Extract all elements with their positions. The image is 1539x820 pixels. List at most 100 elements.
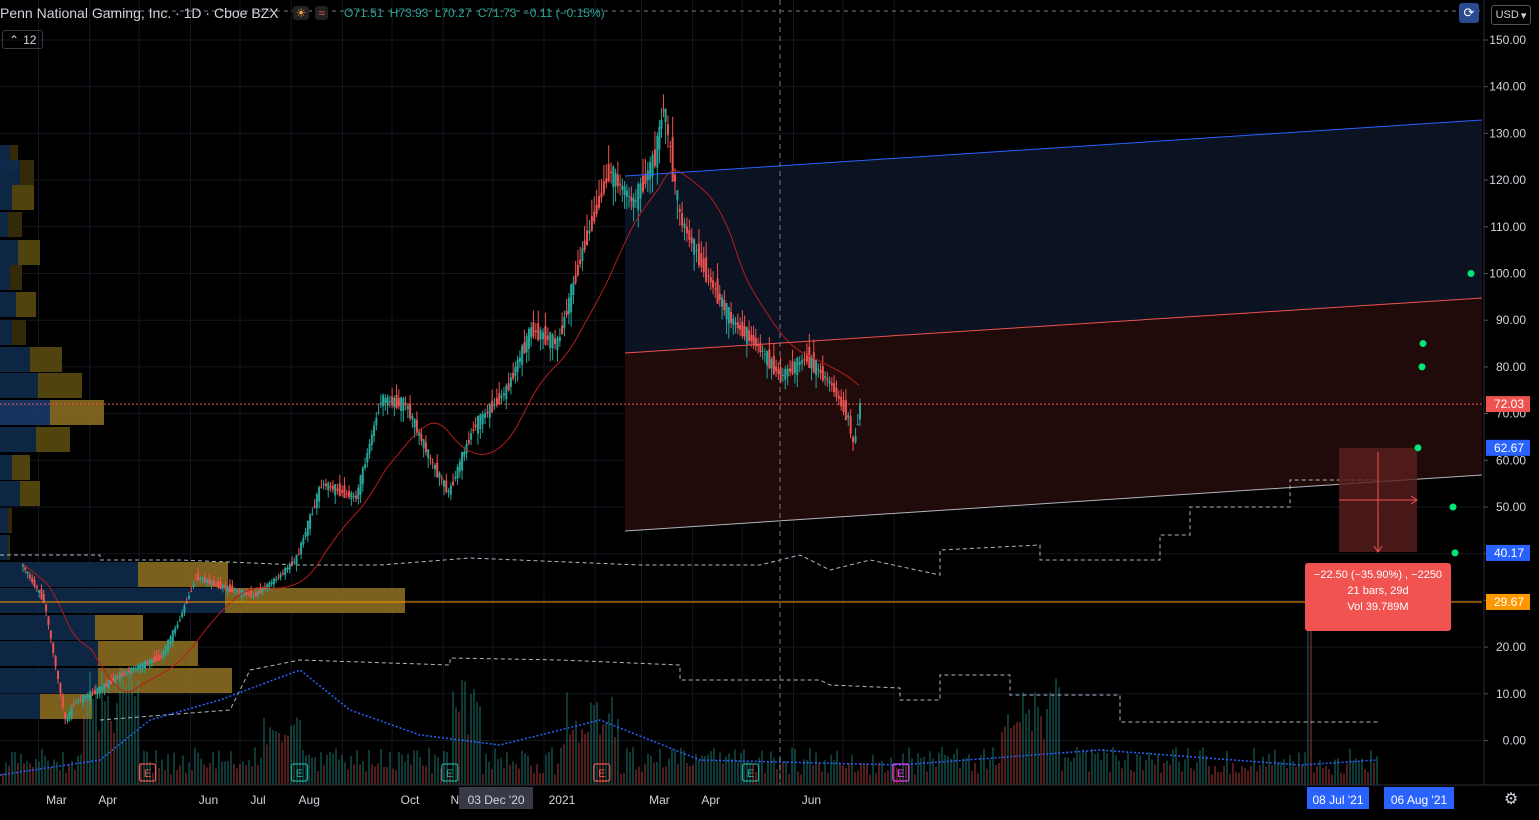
high-value: H73.93 bbox=[389, 6, 429, 20]
volume-bar bbox=[281, 741, 283, 785]
volume-bar bbox=[173, 752, 175, 785]
candle-body bbox=[700, 253, 703, 268]
currency-selector[interactable]: USD ▾ bbox=[1491, 5, 1531, 25]
candle-body bbox=[357, 487, 360, 500]
volume-bar bbox=[197, 752, 199, 785]
candle-body bbox=[72, 704, 75, 706]
candle-body bbox=[718, 293, 721, 300]
volume-bar bbox=[1244, 768, 1246, 785]
volume-bar bbox=[404, 762, 406, 785]
volume-bar bbox=[1073, 757, 1075, 785]
candle-body bbox=[210, 581, 213, 585]
volume-bar bbox=[656, 761, 658, 785]
volume-bar bbox=[1226, 751, 1228, 785]
volume-profile-bar bbox=[20, 160, 34, 185]
candle-body bbox=[275, 578, 278, 581]
candle-body bbox=[197, 572, 200, 581]
indicator-dashed-lower bbox=[99, 657, 1380, 723]
volume-bar bbox=[923, 756, 925, 785]
candle-body bbox=[484, 413, 487, 418]
candle-body bbox=[678, 208, 681, 212]
candle-body bbox=[413, 418, 416, 428]
volume-profile-bar bbox=[0, 265, 10, 290]
volume-bar bbox=[308, 754, 310, 785]
candle-body bbox=[498, 393, 501, 405]
candle-body bbox=[590, 216, 593, 231]
mid-channel-line bbox=[624, 297, 1483, 354]
candle-body bbox=[775, 366, 778, 371]
volume-bar bbox=[71, 760, 73, 785]
candle-body bbox=[155, 655, 158, 662]
volume-bar bbox=[407, 753, 409, 785]
volume-bar bbox=[53, 759, 55, 785]
volume-profile-bar bbox=[95, 615, 143, 640]
volume-bar bbox=[833, 760, 835, 785]
volume-profile-bar bbox=[0, 535, 8, 560]
candle-body bbox=[368, 443, 371, 454]
volume-bar bbox=[1214, 765, 1216, 785]
candle-body bbox=[341, 490, 344, 493]
candle-body bbox=[639, 183, 642, 199]
volume-bar bbox=[1265, 766, 1267, 785]
candle-body bbox=[107, 680, 110, 689]
candle-body bbox=[479, 414, 482, 429]
candle-body bbox=[551, 334, 554, 349]
volume-bar bbox=[1364, 769, 1366, 785]
volume-bar bbox=[962, 758, 964, 785]
chevron-up-icon: ⌃ bbox=[9, 32, 20, 47]
volume-bar bbox=[686, 763, 688, 785]
candle-body bbox=[406, 405, 409, 410]
candle-body bbox=[837, 395, 840, 399]
volume-bar bbox=[539, 773, 541, 785]
compare-icon[interactable]: ⟳ bbox=[1459, 3, 1479, 23]
price-tick-label: 130.00 bbox=[1489, 126, 1526, 140]
volume-bar bbox=[89, 671, 91, 785]
volume-profile-bar bbox=[8, 508, 12, 533]
volume-ma-line bbox=[0, 669, 1379, 776]
volume-bar bbox=[425, 765, 427, 785]
candle-body bbox=[409, 404, 412, 419]
volume-bar bbox=[734, 749, 736, 785]
volume-bar bbox=[1118, 760, 1120, 785]
volume-profile-bar bbox=[8, 535, 10, 560]
volume-bar bbox=[1103, 748, 1105, 785]
candle-body bbox=[329, 486, 332, 488]
gear-icon[interactable]: ⚙ bbox=[1503, 791, 1519, 808]
volume-bar bbox=[398, 752, 400, 785]
upper-channel-zone bbox=[625, 120, 1482, 353]
candle-body bbox=[277, 577, 280, 579]
volume-bar bbox=[551, 747, 553, 785]
candle-body bbox=[422, 439, 425, 448]
volume-bar bbox=[260, 757, 262, 785]
symbol-title[interactable]: Penn National Gaming, Inc. · 1D · Cboe B… bbox=[0, 5, 279, 21]
candle-body bbox=[574, 274, 577, 283]
volume-bar bbox=[230, 751, 232, 785]
candle-body bbox=[789, 368, 792, 372]
volume-bar bbox=[1034, 692, 1036, 785]
indicators-toggle[interactable]: ⌃ 12 bbox=[2, 30, 44, 49]
candle-body bbox=[676, 190, 679, 201]
volume-bar bbox=[386, 766, 388, 785]
volume-bar bbox=[1274, 749, 1276, 785]
candle-body bbox=[139, 663, 142, 670]
volume-bar bbox=[1292, 761, 1294, 785]
time-tick-label: Jun bbox=[199, 793, 218, 807]
candle-body bbox=[203, 577, 206, 583]
volume-bar bbox=[887, 770, 889, 785]
ohlc-values: O71.51 H73.93 L70.27 C71.73 −0.11 (−0.15… bbox=[344, 6, 608, 20]
candle-body bbox=[465, 444, 468, 454]
volume-bar bbox=[620, 773, 622, 785]
earnings-label: E bbox=[296, 768, 303, 780]
candle-body bbox=[144, 660, 147, 669]
volume-bar bbox=[1007, 714, 1009, 785]
volume-bar bbox=[587, 731, 589, 785]
volume-bar bbox=[1040, 716, 1042, 785]
time-tick-label: Jul bbox=[250, 793, 265, 807]
volume-bar bbox=[911, 758, 913, 785]
volume-bar bbox=[767, 762, 769, 785]
candle-body bbox=[320, 486, 323, 488]
volume-profile-bar bbox=[0, 145, 10, 170]
volume-bar bbox=[98, 731, 100, 785]
